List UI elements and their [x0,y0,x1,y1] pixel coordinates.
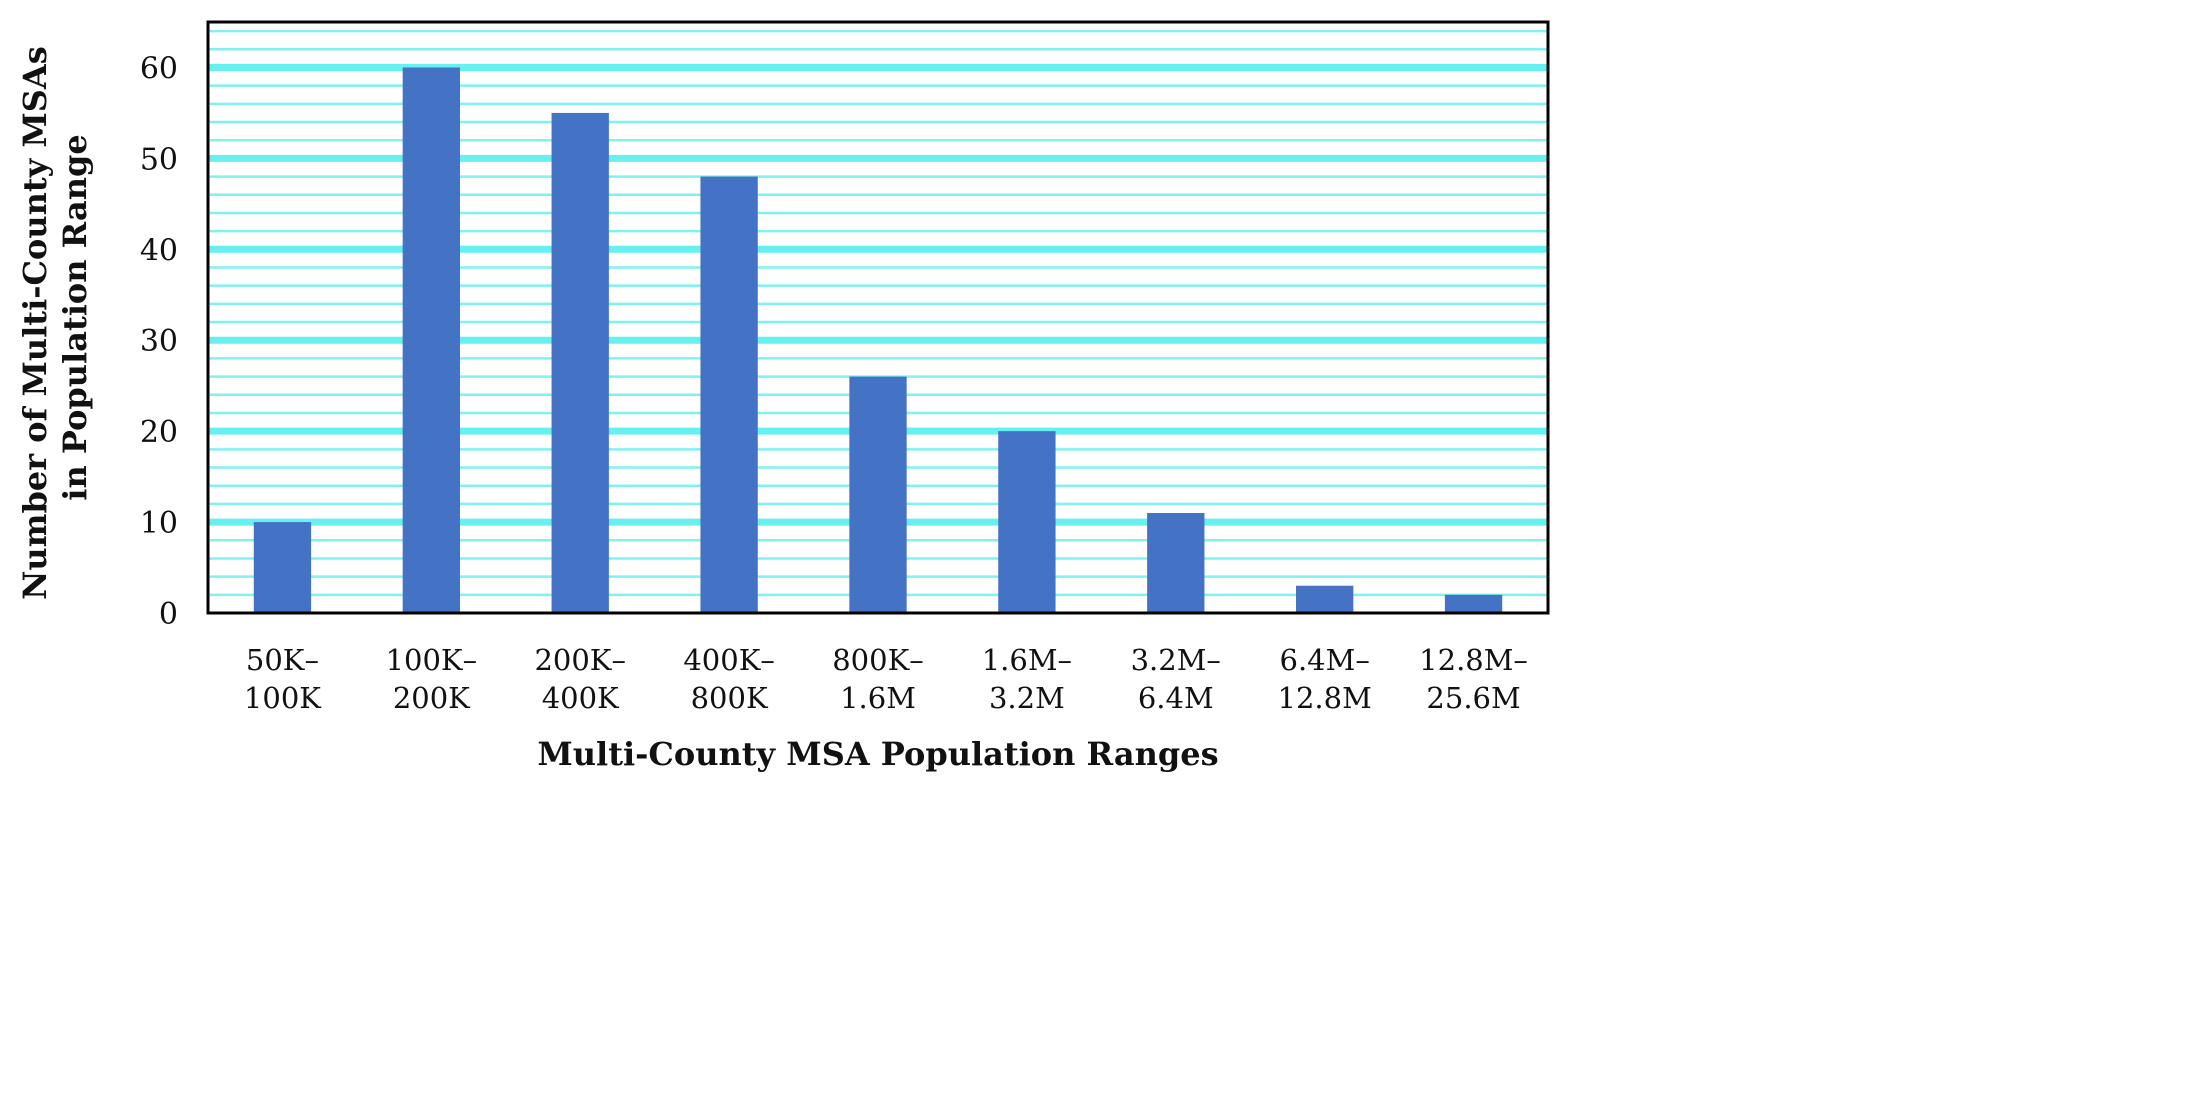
y-tick-label: 50 [140,142,178,177]
bar-1 [253,522,312,613]
y-tick-label: 20 [140,415,178,450]
bar-9 [1444,594,1503,613]
x-category-label: 800K– 1.6M [832,643,924,715]
bar-2 [402,67,460,613]
x-category-label-line: 100K– [386,643,478,677]
plot-frame [206,20,1550,615]
x-category-label: 1.6M– 3.2M [982,643,1072,715]
x-category-label-line: 1.6M [840,681,916,715]
bar-6 [998,431,1056,613]
x-category-label: 6.4M– 12.8M [1278,643,1372,715]
y-tick-label: 0 [159,597,178,632]
x-category-label-line: 6.4M– [1280,643,1370,677]
x-category-label-line: 1.6M– [982,643,1072,677]
y-tick-label: 60 [140,51,178,86]
y-axis-ticks: 0 10 20 30 40 50 60 [140,51,178,632]
y-axis-title-line-1: Number of Multi-County MSAs [16,46,54,600]
x-category-label-line: 3.2M– [1131,643,1221,677]
x-axis-title: Multi-County MSA Population Ranges [537,735,1218,773]
x-category-label: 3.2M– 6.4M [1131,643,1221,715]
bar-8 [1296,585,1354,613]
x-category-label-line: 25.6M [1426,681,1520,715]
x-category-label: 50K– 100K [244,643,322,715]
x-category-label-line: 200K [393,681,471,715]
y-tick-label: 40 [140,233,178,268]
x-category-label-line: 6.4M [1138,681,1214,715]
x-category-label-line: 800K– [832,643,924,677]
bar-chart-svg: 0 10 20 30 40 50 60 50K– 100K 100K– 200K 200K– 400K… [16,20,1550,773]
bar-3 [551,112,609,614]
y-tick-label: 10 [140,506,178,541]
x-axis-ticks: 50K– 100K 100K– 200K 200K– 400K 400K– 800K 800K–… [244,643,1528,715]
bar-4 [700,176,758,613]
bar-7 [1147,512,1205,613]
x-category-label: 400K– 800K [683,643,775,715]
x-category-label-line: 100K [244,681,322,715]
x-category-label: 200K– 400K [534,643,626,715]
x-category-label-line: 800K [691,681,769,715]
x-category-label-line: 3.2M [989,681,1065,715]
bar-5 [849,376,907,613]
x-category-label-line: 12.8M [1278,681,1372,715]
x-category-label: 12.8M– 25.6M [1419,643,1528,715]
y-axis-title-line-2: in Population Range [56,134,94,500]
x-category-label-line: 200K– [534,643,626,677]
bars [253,67,1503,614]
x-category-label-line: 12.8M– [1419,643,1528,677]
x-category-label-line: 400K– [683,643,775,677]
chart: 0 10 20 30 40 50 60 50K– 100K 100K– 200K 200K– 400K… [16,20,1550,773]
y-axis-title: Number of Multi-County MSAs in Populatio… [16,35,94,600]
x-category-label: 100K– 200K [386,643,478,715]
x-category-label-line: 50K– [246,643,319,677]
y-tick-label: 30 [140,324,178,359]
x-category-label-line: 400K [542,681,620,715]
